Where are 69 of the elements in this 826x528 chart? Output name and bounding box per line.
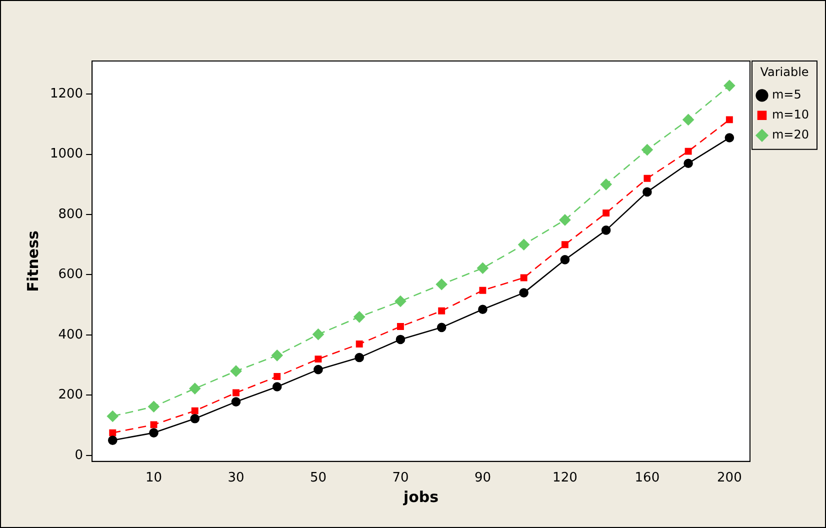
x-axis-title: jobs (402, 488, 439, 506)
x-tick-label: 10 (145, 470, 162, 486)
y-tick-label: 200 (58, 388, 84, 403)
x-tick-label: 90 (474, 470, 491, 486)
point (644, 174, 651, 182)
point (394, 296, 406, 307)
point (148, 400, 160, 412)
point (682, 114, 694, 126)
y-tick-label: 600 (58, 267, 84, 282)
point (314, 364, 323, 374)
point (726, 116, 733, 124)
x-tick-label: 200 (717, 470, 742, 486)
y-tick-label: 1200 (50, 86, 84, 102)
point (274, 373, 281, 380)
x-tick-label: 50 (310, 470, 327, 486)
point (478, 304, 488, 314)
point (560, 255, 570, 264)
legend-label: m=5 (772, 88, 802, 102)
y-tick-label: 800 (58, 206, 84, 222)
point (230, 365, 242, 377)
point (559, 214, 571, 226)
point (479, 286, 486, 294)
y-axis-title: Fitness (24, 230, 42, 292)
point (724, 133, 734, 142)
y-tick-label: 1000 (50, 146, 84, 162)
point (561, 241, 568, 248)
point (109, 429, 116, 436)
point (189, 382, 201, 394)
point (724, 80, 736, 92)
point (684, 158, 693, 168)
point (520, 274, 528, 282)
point (191, 407, 198, 414)
point (519, 288, 528, 298)
point (271, 350, 283, 362)
point (150, 421, 158, 428)
point (642, 144, 653, 156)
point (436, 278, 448, 290)
point (438, 307, 446, 314)
point (518, 238, 530, 250)
point (436, 322, 446, 332)
legend-label: m=10 (772, 108, 809, 122)
point (108, 436, 118, 445)
x-tick-label: 120 (552, 470, 578, 486)
y-tick-label: 400 (58, 327, 84, 342)
x-tick-label: 70 (392, 470, 409, 486)
point (396, 334, 406, 344)
point (602, 210, 610, 217)
point (397, 323, 404, 330)
point (272, 382, 282, 392)
point (231, 397, 241, 406)
point (477, 262, 488, 274)
point (106, 410, 118, 422)
y-tick-label: 0 (74, 448, 84, 463)
point (312, 328, 324, 340)
legend-title: Variable (760, 65, 809, 80)
legend-label: m=20 (772, 128, 809, 142)
point (601, 226, 611, 235)
point (232, 389, 240, 396)
point (149, 428, 158, 438)
point (642, 187, 652, 197)
x-tick-label: 160 (634, 470, 660, 486)
point (190, 414, 200, 424)
point (354, 311, 366, 323)
point (354, 352, 364, 362)
point (356, 340, 363, 348)
point (314, 356, 322, 363)
x-tick-label: 30 (228, 470, 244, 486)
point (684, 148, 692, 155)
point (600, 178, 612, 190)
